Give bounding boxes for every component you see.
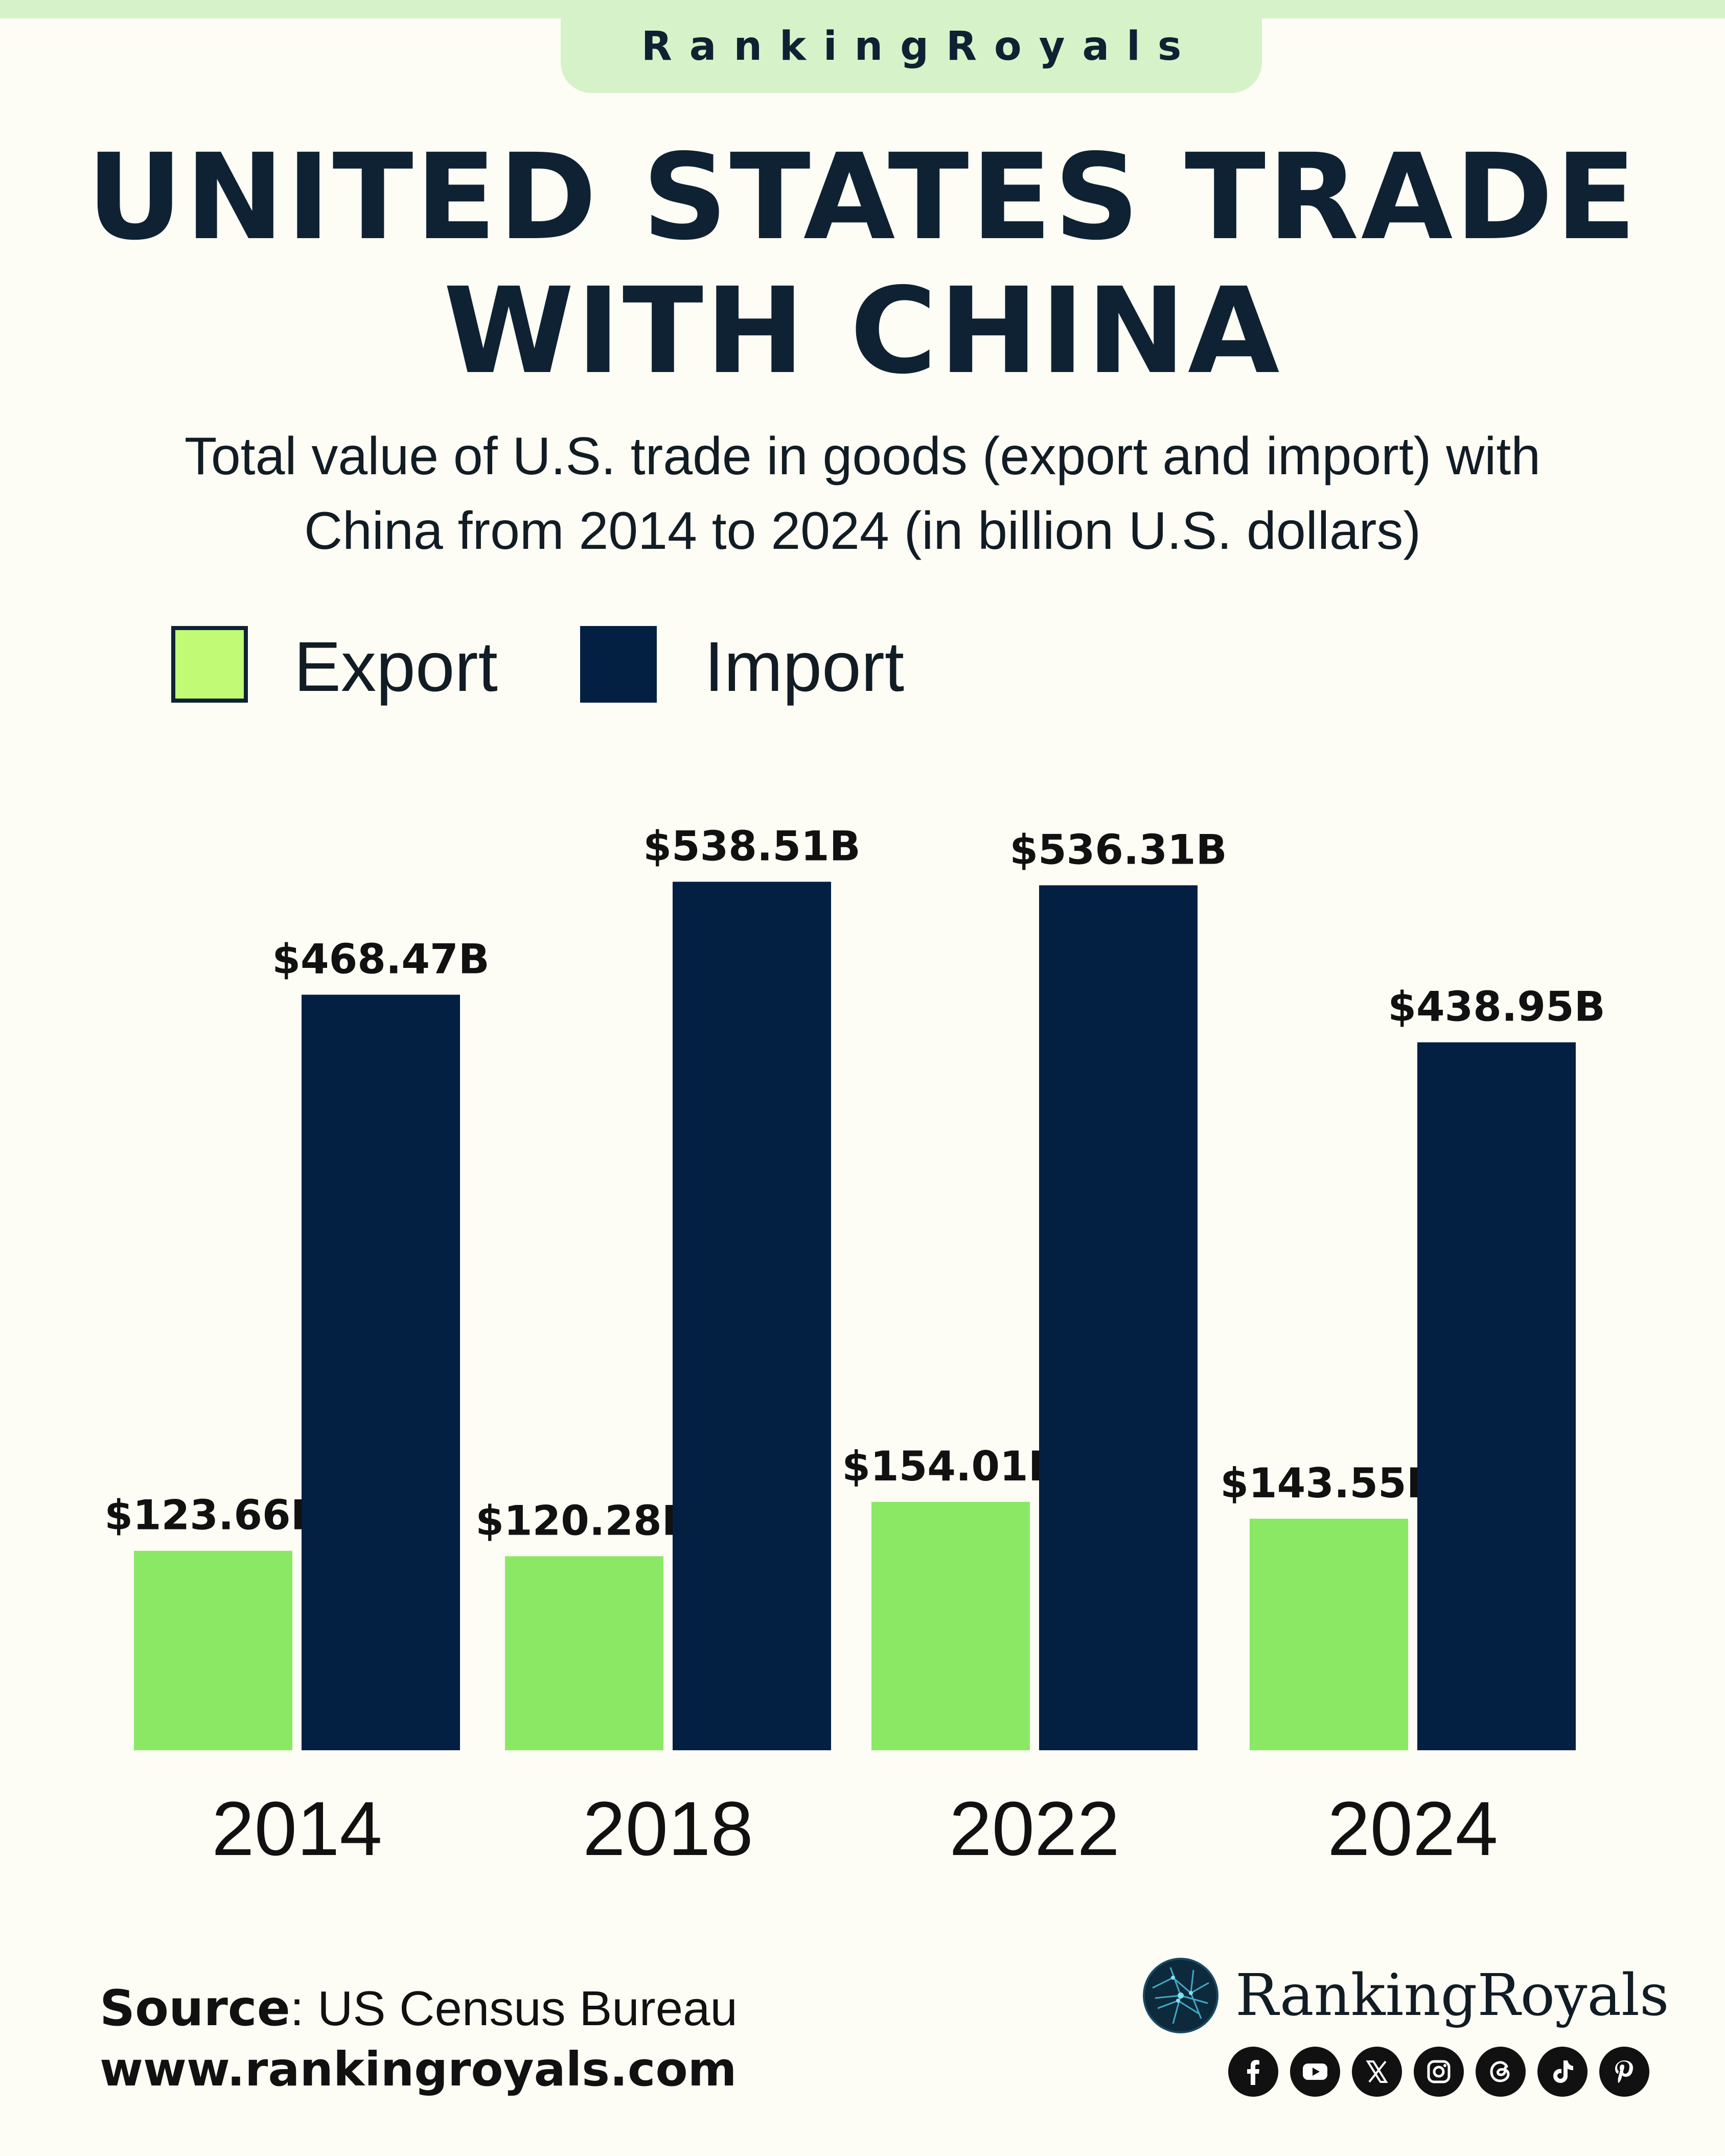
- x-tick-label-2014: 2014: [212, 1786, 382, 1871]
- subtitle-line-2: China from 2014 to 2024 (in billion U.S.…: [304, 501, 1421, 561]
- x-icon[interactable]: [1352, 2047, 1402, 2097]
- page-title: UNITED STATES TRADE WITH CHINA: [0, 130, 1725, 398]
- subtitle-line-1: Total value of U.S. trade in goods (expo…: [184, 427, 1541, 486]
- chart-subtitle: Total value of U.S. trade in goods (expo…: [102, 419, 1623, 568]
- bar-import-2018: [673, 882, 831, 1750]
- brand-tab: RankingRoyals: [561, 0, 1262, 93]
- legend-swatch-import: [580, 626, 657, 703]
- data-label-import-2018: $538.51B: [643, 822, 860, 870]
- legend-label-export: Export: [294, 628, 498, 706]
- data-label-import-2014: $468.47B: [272, 936, 489, 983]
- brand-tab-text: RankingRoyals: [641, 24, 1199, 69]
- data-label-export-2018: $120.28B: [475, 1497, 693, 1544]
- legend-label-import: Import: [704, 628, 905, 706]
- bar-import-2022: [1039, 885, 1198, 1750]
- bar-import-2024: [1417, 1042, 1576, 1750]
- logo-wordmark: RankingRoyals: [1235, 1962, 1669, 2029]
- bar-export-2022: [871, 1501, 1030, 1750]
- source-label: Source: [100, 1980, 290, 2037]
- brand-logo: RankingRoyals: [1142, 1957, 1669, 2034]
- website-url: www.rankingroyals.com: [100, 2042, 737, 2097]
- x-tick-label-2024: 2024: [1327, 1786, 1498, 1871]
- instagram-icon[interactable]: [1414, 2047, 1464, 2097]
- bar-chart: $123.66B $468.47B 2014 $120.28B $538.51B 2018…: [104, 822, 1605, 1871]
- title-line-1: UNITED STATES TRADE: [86, 128, 1639, 266]
- bar-export-2018: [505, 1556, 663, 1750]
- globe-logo-icon: [1143, 1958, 1218, 2033]
- pinterest-icon[interactable]: [1599, 2047, 1649, 2097]
- facebook-icon[interactable]: [1228, 2047, 1278, 2097]
- source-value: : US Census Bureau: [290, 1981, 738, 2036]
- title-line-2: WITH CHINA: [443, 262, 1282, 400]
- bar-export-2024: [1250, 1518, 1408, 1750]
- source-line: Source: US Census Bureau: [100, 1978, 738, 2039]
- data-label-export-2022: $154.01B: [842, 1443, 1059, 1490]
- legend-swatch-export: [171, 626, 248, 703]
- data-label-import-2022: $536.31B: [1009, 826, 1227, 873]
- bar-export-2014: [134, 1550, 292, 1750]
- tiktok-icon[interactable]: [1537, 2047, 1588, 2097]
- youtube-icon[interactable]: [1290, 2047, 1340, 2097]
- threads-icon[interactable]: [1476, 2047, 1526, 2097]
- data-label-export-2024: $143.55B: [1220, 1459, 1437, 1507]
- x-tick-label-2022: 2022: [949, 1786, 1120, 1871]
- chart-legend: Export Import: [0, 626, 1725, 708]
- bar-import-2014: [302, 994, 460, 1750]
- data-label-export-2014: $123.66B: [104, 1492, 321, 1539]
- data-label-import-2024: $438.95B: [1388, 983, 1605, 1031]
- x-tick-label-2018: 2018: [583, 1786, 753, 1871]
